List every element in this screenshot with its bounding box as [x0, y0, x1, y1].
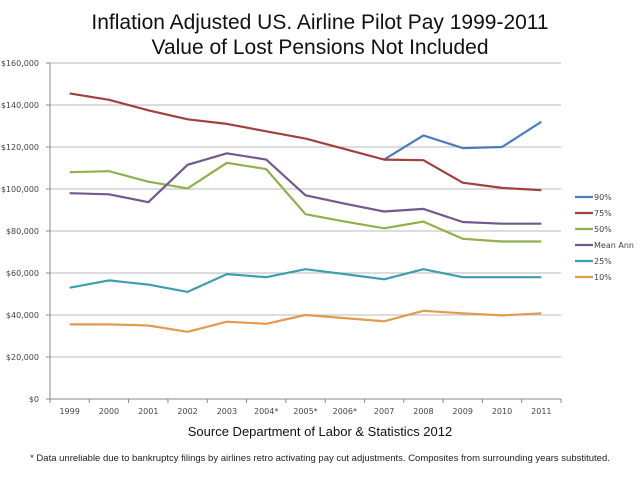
x-tick-label: 2001 — [138, 407, 158, 416]
y-tick-label: $100,000 — [1, 185, 39, 194]
chart-title: Inflation Adjusted US. Airline Pilot Pay… — [0, 10, 640, 60]
legend-label: Mean Ann — [594, 241, 634, 250]
x-tick-label: 2008 — [413, 407, 433, 416]
legend-label: 10% — [594, 273, 612, 282]
x-tick-label: 2002 — [177, 407, 197, 416]
x-tick-label: 2011 — [531, 407, 551, 416]
x-tick-label: 2006* — [333, 407, 357, 416]
y-tick-label: $160,000 — [1, 59, 39, 68]
x-tick-label: 2004* — [254, 407, 278, 416]
series-line-10- — [69, 309, 542, 333]
subtitle-line: Value of Lost Pensions Not Included — [151, 36, 489, 59]
x-tick-label: 1999 — [59, 407, 79, 416]
legend-label: 90% — [594, 193, 612, 202]
legend-label: 75% — [594, 209, 612, 218]
x-tick-label: 2009 — [453, 407, 473, 416]
x-axis-label: Source Department of Labor & Statistics … — [187, 424, 453, 439]
legend-label: 25% — [594, 257, 612, 266]
y-tick-label: $140,000 — [1, 101, 39, 110]
series-line-50- — [69, 161, 542, 243]
x-tick-label: 2005* — [293, 407, 317, 416]
y-tick-label: $40,000 — [6, 311, 39, 320]
legend-label: 50% — [594, 225, 612, 234]
x-tick-label: 2003 — [217, 407, 237, 416]
y-tick-label: $60,000 — [6, 269, 39, 278]
series-line-75- — [69, 92, 542, 192]
x-tick-label: 2010 — [492, 407, 512, 416]
series-line-90- — [383, 120, 542, 161]
title-line: Inflation Adjusted US. Airline Pilot Pay… — [91, 11, 549, 34]
y-tick-label: $0 — [29, 395, 39, 404]
x-tick-label: 2000 — [99, 407, 119, 416]
footnote: * Data unreliable due to bankruptcy fili… — [30, 453, 610, 464]
x-tick-label: 2007 — [374, 407, 394, 416]
y-tick-label: $20,000 — [6, 353, 39, 362]
y-tick-label: $80,000 — [6, 227, 39, 236]
y-tick-label: $120,000 — [1, 143, 39, 152]
